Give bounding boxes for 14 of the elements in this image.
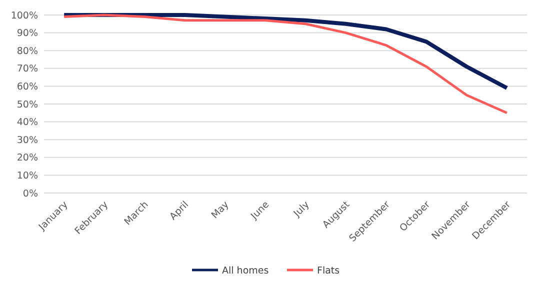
y-tick-label: 60% [16,82,38,93]
y-tick-label: 70% [16,64,38,75]
y-tick-label: 10% [16,170,38,182]
y-tick-label: 30% [16,134,38,146]
y-tick-label: 20% [16,152,38,164]
legend-label: All homes [222,265,269,276]
y-tick-label: 50% [16,99,38,110]
legend-label: Flats [317,265,340,276]
y-tick-label: 90% [16,28,38,40]
y-tick-label: 0% [22,188,38,200]
y-tick-label: 40% [16,117,38,128]
y-tick-label: 80% [16,46,38,57]
y-tick-label: 100% [10,10,38,22]
line-series [62,14,508,114]
